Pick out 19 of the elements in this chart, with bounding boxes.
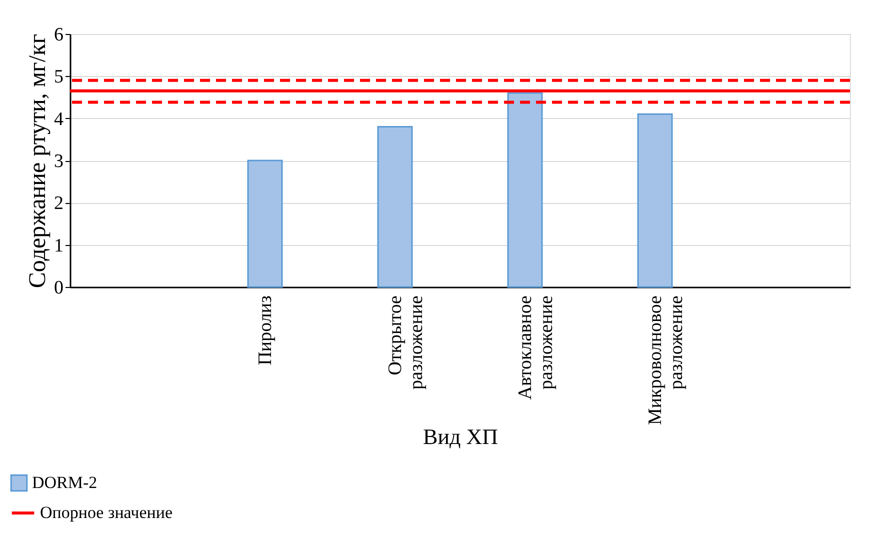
bar — [377, 126, 413, 288]
bar — [507, 92, 543, 288]
y-tick-label: 3 — [54, 151, 64, 172]
y-tick-label: 1 — [54, 235, 64, 256]
y-axis-title: Содержание ртути, мг/кг — [25, 34, 51, 288]
y-tick-label: 5 — [54, 66, 64, 88]
y-tick-label: 2 — [54, 193, 64, 214]
x-tick-label: Микроволновое разложение — [645, 296, 687, 426]
y-tick-label: 6 — [54, 24, 64, 46]
x-tick-label: Пиролиз — [255, 296, 276, 366]
legend-label: Опорное значение — [40, 503, 172, 522]
x-axis-title: Вид ХП — [423, 424, 498, 450]
bar — [637, 113, 673, 288]
bar — [247, 160, 283, 288]
y-tick-label: 4 — [54, 108, 64, 130]
y-tick-label: 0 — [54, 278, 64, 298]
legend-label: DORM-2 — [32, 473, 98, 492]
x-tick-label: Открытое разложение — [385, 296, 427, 390]
x-tick-label: Автоклавное разложение — [515, 296, 557, 400]
